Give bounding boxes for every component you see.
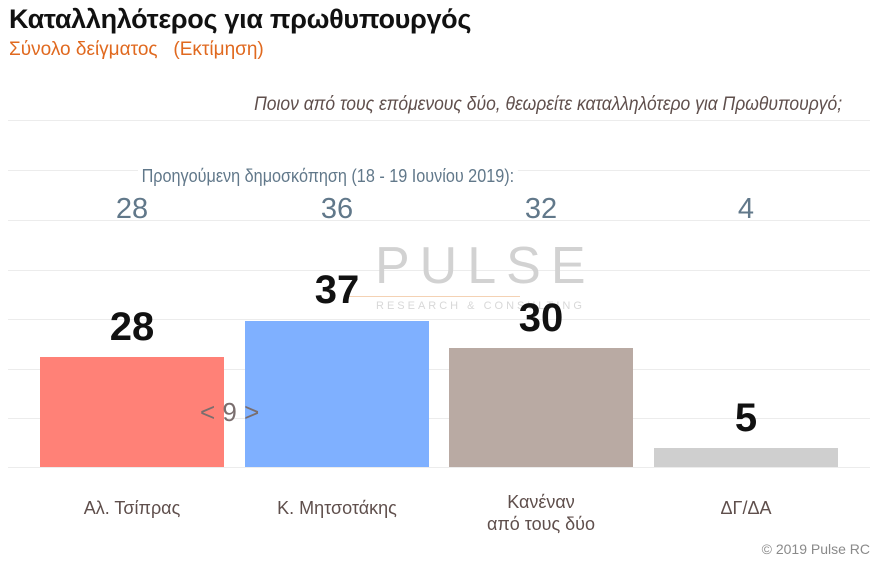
bar-value: 30 <box>518 296 564 340</box>
survey-question: Ποιον από τους επόμενους δύο, θεωρείτε κ… <box>254 94 842 115</box>
watermark-pulse-line <box>345 296 520 297</box>
bar-dk-na <box>654 448 838 467</box>
gridline <box>8 418 870 419</box>
bar-mitsotakis <box>245 321 429 467</box>
gridline <box>8 270 870 271</box>
gridline <box>8 319 870 320</box>
bar-value: 28 <box>109 305 155 349</box>
category-label-line: από τους δύο <box>486 514 596 534</box>
previous-value: 36 <box>320 193 354 225</box>
watermark-logo: PULSE <box>375 237 596 295</box>
previous-value: 28 <box>115 193 149 225</box>
previous-poll-label: Προηγούμενη δημοσκόπηση (18 - 19 Ιουνίου… <box>138 166 518 187</box>
bar-value: 37 <box>314 268 360 312</box>
gridline <box>8 120 870 121</box>
gridline <box>8 220 870 221</box>
category-label: ΔΓ/ΔΑ <box>720 498 772 518</box>
category-label: Κανέναν από τους δύο <box>441 491 641 535</box>
bar-value: 5 <box>734 396 758 440</box>
gridline <box>8 467 870 468</box>
previous-value: 32 <box>524 193 558 225</box>
difference-annotation: < 9 > <box>200 397 260 427</box>
copyright: © 2019 Pulse RC <box>761 541 870 557</box>
bar-none <box>449 348 633 467</box>
category-label: Κ. Μητσοτάκης <box>277 498 397 518</box>
category-label: Αλ. Τσίπρας <box>83 498 181 518</box>
previous-value: 4 <box>737 193 755 225</box>
chart-subtitle: Σύνολο δείγματος (Εκτίμηση) <box>9 39 264 60</box>
category-label-line: Κανέναν <box>507 492 575 512</box>
gridline <box>8 369 870 370</box>
bar-tsipras <box>40 357 224 467</box>
chart-title: Καταλληλότερος για πρωθυπουργός <box>9 4 472 34</box>
watermark-tagline: RESEARCH & CONSULTING <box>376 300 585 312</box>
